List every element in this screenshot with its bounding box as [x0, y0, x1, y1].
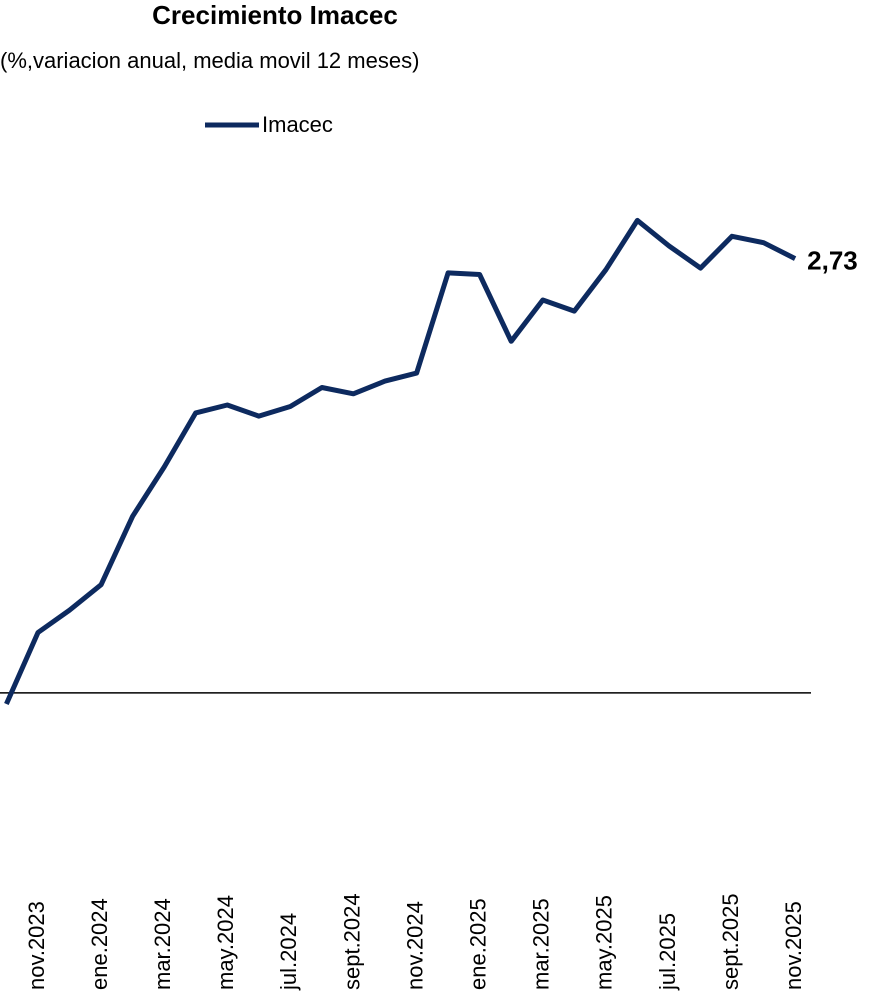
series-line: [4, 217, 797, 706]
chart-title: Crecimiento Imacec: [152, 0, 398, 30]
x-tick-label: nov.2025: [781, 901, 806, 990]
x-tick-label: may.2024: [213, 895, 238, 990]
chart-subtitle: (%,variacion anual, media movil 12 meses…: [0, 48, 419, 73]
x-tick-label: jul.2025: [655, 913, 680, 991]
x-tick-label: nov.2023: [24, 901, 49, 990]
x-tick-label: ene.2025: [465, 898, 490, 990]
x-tick-label: nov.2024: [402, 901, 427, 990]
x-tick-label: jul.2024: [276, 913, 301, 991]
x-tick-label: ene.2024: [87, 898, 112, 990]
x-tick-label: sept.2024: [339, 893, 364, 990]
legend-label: Imacec: [262, 112, 333, 137]
x-tick-label: sept.2025: [718, 893, 743, 990]
x-tick-label: mar.2024: [150, 898, 175, 990]
x-tick-label: may.2025: [592, 895, 617, 990]
x-tick-label: mar.2025: [529, 898, 554, 990]
data-label: 2,73: [807, 245, 858, 275]
